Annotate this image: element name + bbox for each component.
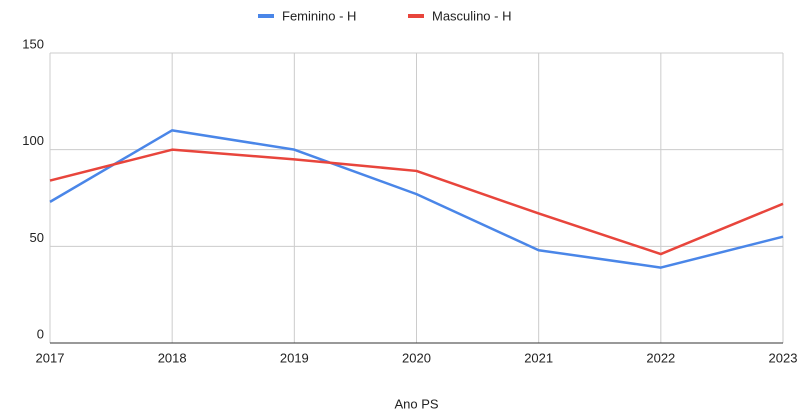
legend-swatch — [408, 14, 424, 18]
x-tick-label: 2017 — [36, 350, 65, 365]
legend-swatch — [258, 14, 274, 18]
y-tick-label: 100 — [22, 133, 44, 148]
line — [49, 148, 784, 256]
x-tick-label: 2023 — [769, 350, 798, 365]
x-tick-label: 2019 — [280, 350, 309, 365]
x-axis-label: Ano PS — [394, 396, 438, 411]
x-tick-label: 2020 — [402, 350, 431, 365]
y-tick-label: 0 — [37, 326, 44, 341]
line — [49, 129, 784, 269]
x-tick-label: 2022 — [646, 350, 675, 365]
legend-label: Masculino - H — [432, 8, 511, 23]
x-tick-label: 2021 — [524, 350, 553, 365]
legend-label: Feminino - H — [282, 8, 356, 23]
y-tick-label: 50 — [30, 230, 44, 245]
x-tick-label: 2018 — [158, 350, 187, 365]
y-tick-label: 150 — [22, 36, 44, 51]
